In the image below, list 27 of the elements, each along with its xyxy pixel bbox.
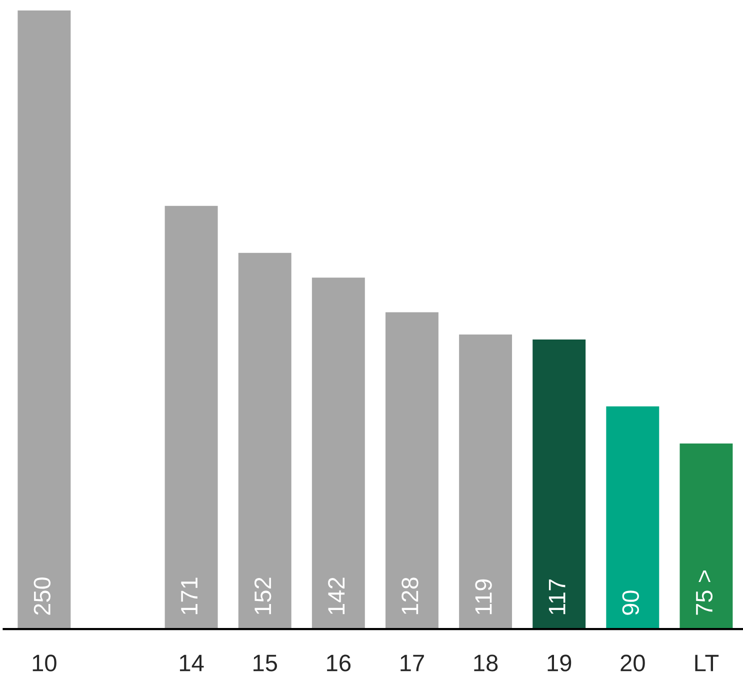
x-tick-label: 15 [254,654,277,672]
x-tick-label: 16 [327,654,351,672]
x-tick-label: 17 [400,654,424,672]
x-tick-label: 18 [474,654,498,672]
bar [164,206,218,630]
data-label: 128 [402,578,418,614]
bar [606,406,660,630]
x-tick-label: 10 [32,654,56,672]
bar [680,443,733,630]
x-tick-label: 19 [548,654,572,672]
bar [459,334,512,630]
data-label: 250 [34,577,51,615]
bar [385,312,438,630]
data-label: 90 [622,590,639,615]
data-label: 75 > [696,570,713,615]
data-label: 117 [548,579,566,614]
data-label: 142 [328,578,345,614]
bar [238,252,292,630]
data-label: 152 [254,578,272,614]
data-label: 119 [475,579,492,614]
bar [18,10,71,630]
bar [312,278,365,630]
x-tick-label: 20 [620,654,645,672]
x-tick-label: 14 [180,654,204,672]
bar [532,339,586,630]
x-tick-label: LT [695,654,719,672]
data-label: 171 [181,578,198,614]
